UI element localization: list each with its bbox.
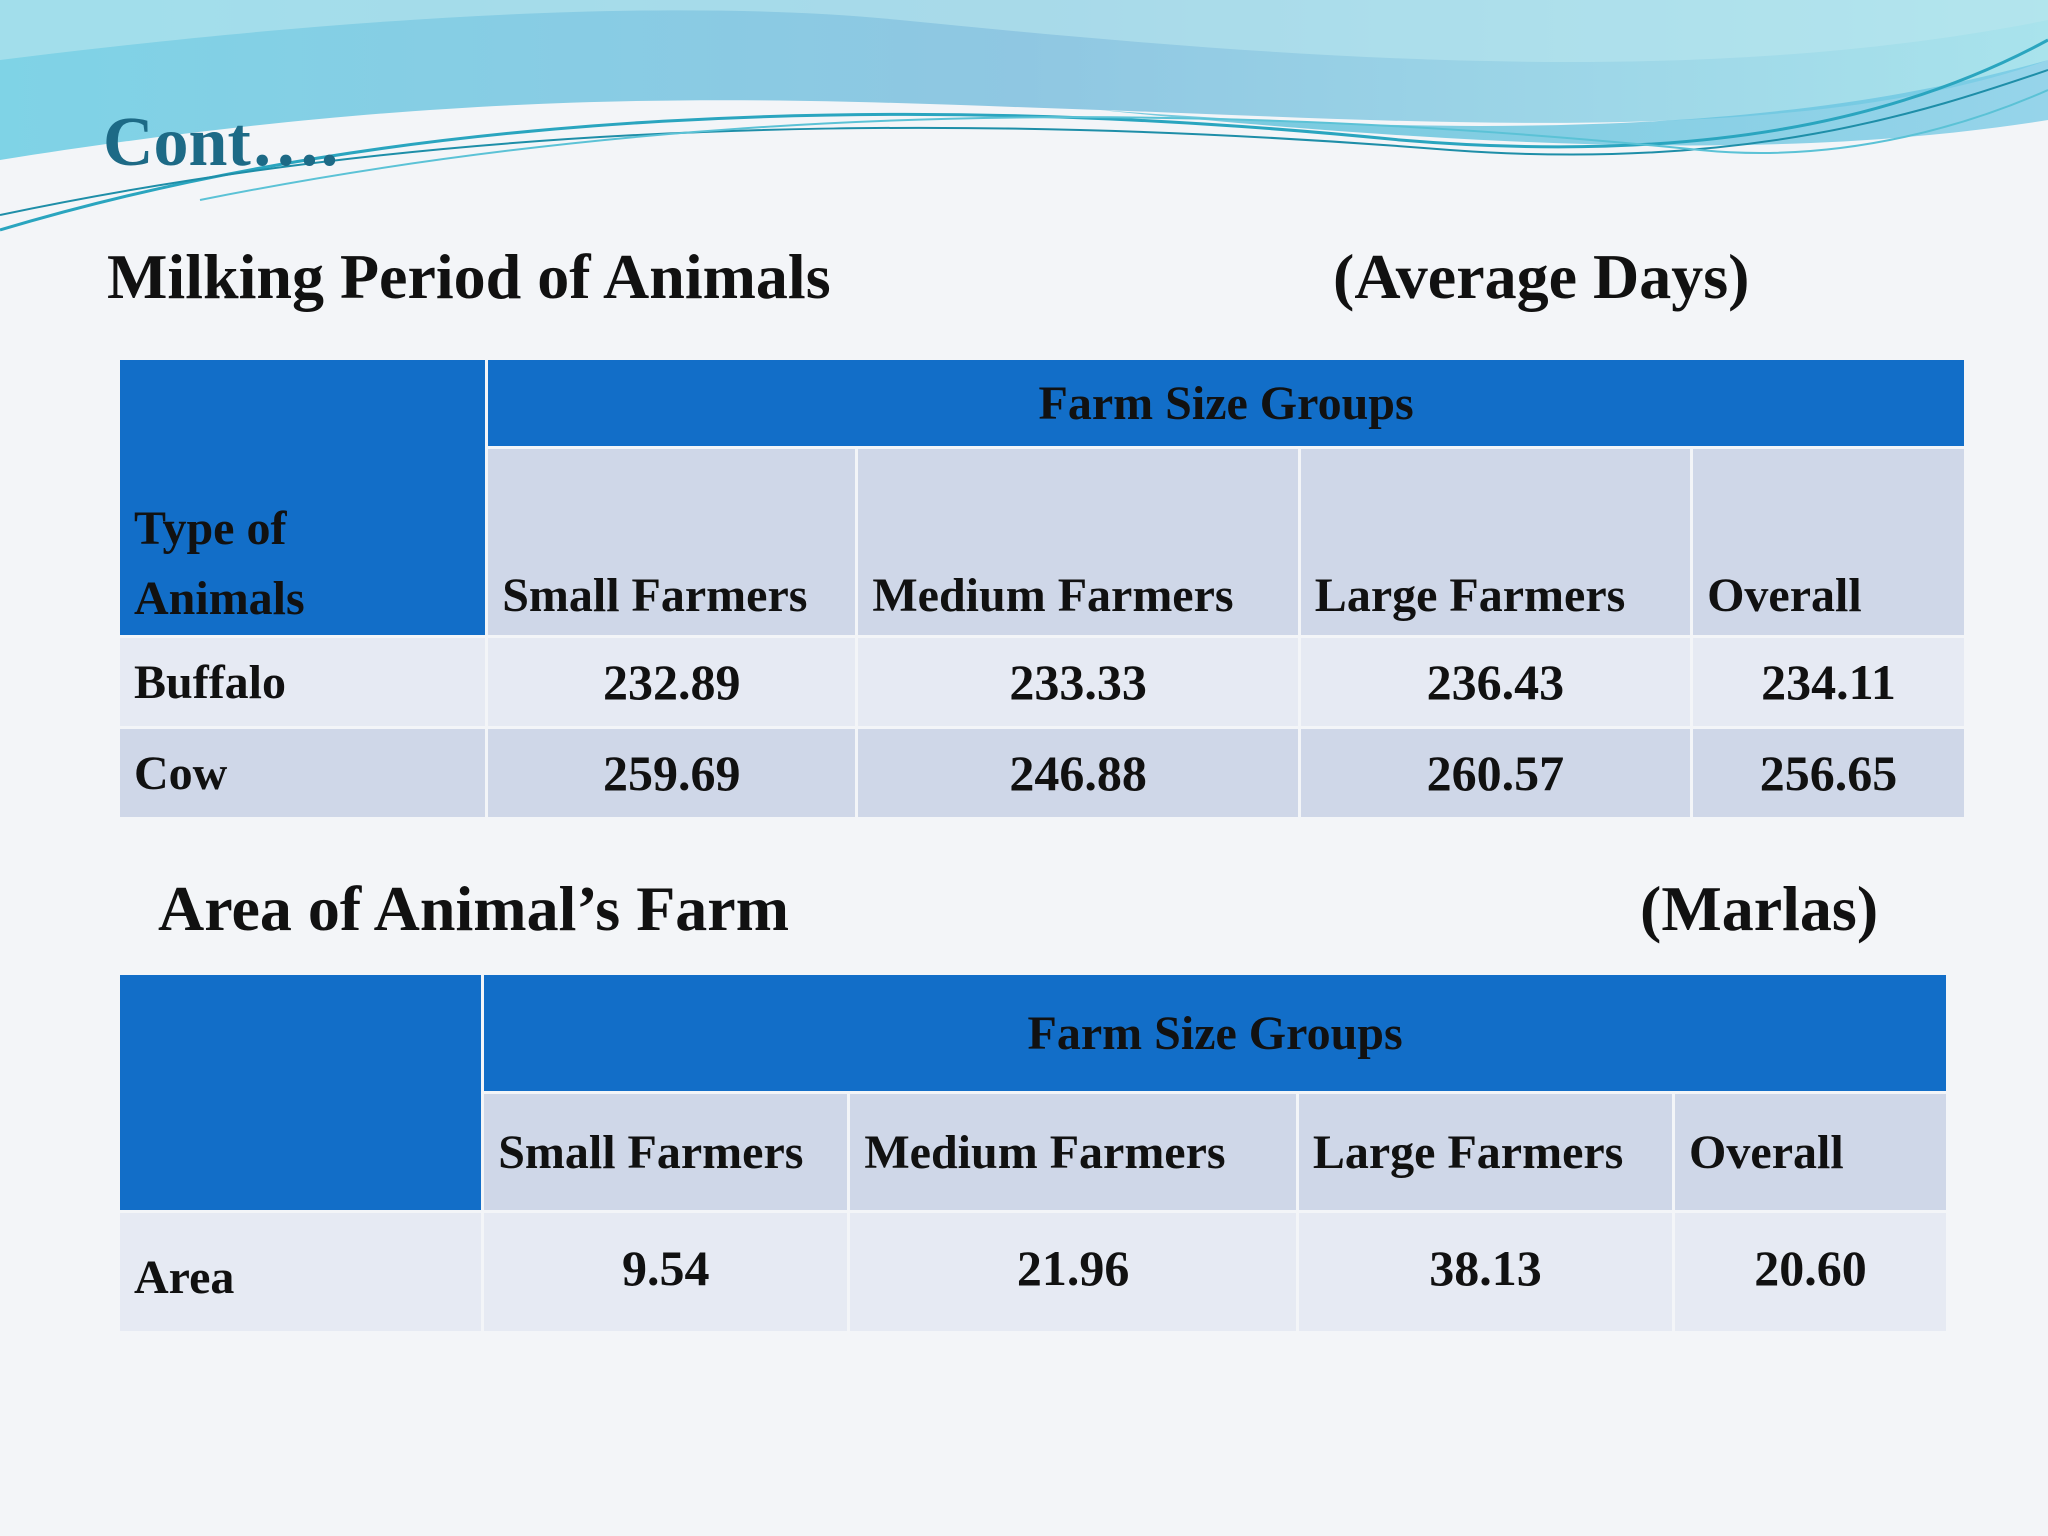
group-header: Farm Size Groups (488, 360, 1964, 446)
row-label: Cow (120, 729, 486, 817)
table-row: Area 9.54 21.96 38.13 20.60 (120, 1213, 1946, 1331)
table-cell: 232.89 (488, 638, 856, 726)
milking-period-table: Type of Animals Farm Size Groups Small F… (117, 357, 1967, 820)
table-cell: 21.96 (850, 1213, 1296, 1331)
table-cell: 259.69 (488, 729, 856, 817)
table-cell: 234.11 (1693, 638, 1964, 726)
table-row: Cow 259.69 246.88 260.57 256.65 (120, 729, 1964, 817)
column-header: Large Farmers (1298, 1094, 1673, 1210)
table-cell: 236.43 (1300, 638, 1691, 726)
column-header: Small Farmers (484, 1094, 848, 1210)
row-header-cell: Type of Animals (120, 360, 486, 635)
decorative-wave-banner (0, 0, 2048, 232)
table-cell: 38.13 (1298, 1213, 1673, 1331)
farm-area-table: Farm Size Groups Small Farmers Medium Fa… (117, 972, 1949, 1334)
row-label: Area (120, 1213, 482, 1331)
table-row: Buffalo 232.89 233.33 236.43 234.11 (120, 638, 1964, 726)
empty-header-cell (120, 975, 482, 1210)
column-header: Medium Farmers (850, 1094, 1296, 1210)
column-header: Large Farmers (1300, 449, 1691, 635)
column-header: Overall (1675, 1094, 1946, 1210)
area-unit: (Marlas) (1640, 873, 1879, 944)
group-header: Farm Size Groups (484, 975, 1946, 1091)
row-header-line-1: Type of (134, 502, 287, 555)
area-heading: Area of Animal’s Farm (158, 873, 789, 944)
milking-heading: Milking Period of Animals (107, 241, 831, 312)
row-header-line-2: Animals (134, 572, 305, 625)
table-cell: 260.57 (1300, 729, 1691, 817)
slide-title: Cont…. (103, 104, 339, 181)
table-cell: 9.54 (484, 1213, 848, 1331)
table-cell: 246.88 (858, 729, 1298, 817)
row-label: Buffalo (120, 638, 486, 726)
table-cell: 233.33 (858, 638, 1298, 726)
column-header: Overall (1693, 449, 1964, 635)
milking-unit: (Average Days) (1333, 241, 1750, 312)
table-cell: 256.65 (1693, 729, 1964, 817)
column-header: Small Farmers (488, 449, 856, 635)
column-header: Medium Farmers (858, 449, 1298, 635)
table-cell: 20.60 (1675, 1213, 1946, 1331)
